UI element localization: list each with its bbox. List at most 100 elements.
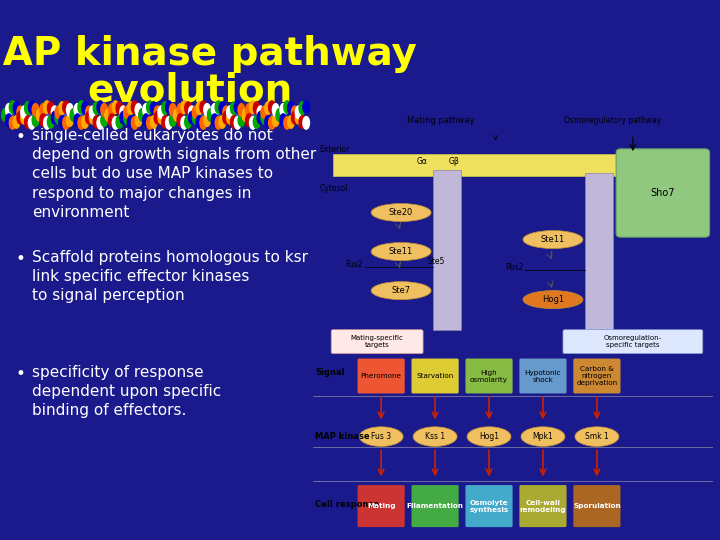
Text: Osmolyte
synthesis: Osmolyte synthesis xyxy=(469,500,508,512)
Ellipse shape xyxy=(165,116,173,130)
Ellipse shape xyxy=(233,107,243,123)
Ellipse shape xyxy=(43,100,51,114)
Text: MAP kinase pathway: MAP kinase pathway xyxy=(0,35,416,73)
Ellipse shape xyxy=(230,115,238,129)
Text: Carbon &
nitrogen
deprivation: Carbon & nitrogen deprivation xyxy=(576,366,618,386)
Ellipse shape xyxy=(291,111,299,125)
Ellipse shape xyxy=(467,427,511,447)
Ellipse shape xyxy=(199,116,207,130)
Ellipse shape xyxy=(32,113,40,127)
Ellipse shape xyxy=(58,101,66,115)
Ellipse shape xyxy=(92,101,101,115)
FancyBboxPatch shape xyxy=(412,359,459,394)
Ellipse shape xyxy=(298,115,307,129)
Ellipse shape xyxy=(66,103,74,117)
Ellipse shape xyxy=(302,100,310,114)
Ellipse shape xyxy=(142,103,150,117)
Text: Ste5: Ste5 xyxy=(427,256,444,266)
Ellipse shape xyxy=(233,116,242,130)
Text: specificity of response
dependent upon specific
binding of effectors.: specificity of response dependent upon s… xyxy=(32,365,221,418)
Ellipse shape xyxy=(62,100,70,114)
Ellipse shape xyxy=(146,100,154,114)
Ellipse shape xyxy=(180,116,188,130)
FancyBboxPatch shape xyxy=(465,485,513,527)
Ellipse shape xyxy=(138,107,148,123)
Ellipse shape xyxy=(150,101,158,115)
Ellipse shape xyxy=(298,101,307,115)
Ellipse shape xyxy=(55,105,63,119)
Text: Starvation: Starvation xyxy=(416,373,454,379)
Ellipse shape xyxy=(176,107,186,123)
Text: Osmoregulatory pathway: Osmoregulatory pathway xyxy=(564,117,662,125)
Ellipse shape xyxy=(184,115,192,129)
Ellipse shape xyxy=(62,116,70,130)
Ellipse shape xyxy=(252,107,262,123)
Ellipse shape xyxy=(142,113,150,127)
Ellipse shape xyxy=(371,242,431,261)
Ellipse shape xyxy=(276,108,284,122)
Ellipse shape xyxy=(24,101,32,115)
Ellipse shape xyxy=(192,105,199,119)
Text: Gβ: Gβ xyxy=(449,158,460,166)
Ellipse shape xyxy=(302,116,310,130)
Ellipse shape xyxy=(241,108,249,122)
Ellipse shape xyxy=(523,231,583,248)
Ellipse shape xyxy=(291,105,299,119)
Ellipse shape xyxy=(5,103,13,117)
Ellipse shape xyxy=(81,101,89,115)
Text: Filamentation: Filamentation xyxy=(407,503,464,509)
Ellipse shape xyxy=(226,105,234,119)
Ellipse shape xyxy=(157,105,166,119)
Ellipse shape xyxy=(70,108,78,122)
Ellipse shape xyxy=(176,113,184,127)
Ellipse shape xyxy=(20,105,28,119)
Ellipse shape xyxy=(260,105,269,119)
Ellipse shape xyxy=(96,116,104,130)
Ellipse shape xyxy=(1,108,9,122)
Ellipse shape xyxy=(371,282,431,300)
Ellipse shape xyxy=(100,113,108,127)
FancyBboxPatch shape xyxy=(519,485,567,527)
Text: Mating-specific
targets: Mating-specific targets xyxy=(351,335,404,348)
Text: Ste7: Ste7 xyxy=(392,286,410,295)
Ellipse shape xyxy=(249,116,257,130)
Ellipse shape xyxy=(168,113,176,127)
Ellipse shape xyxy=(92,115,101,129)
Ellipse shape xyxy=(195,115,204,129)
Ellipse shape xyxy=(218,115,226,129)
Ellipse shape xyxy=(157,111,166,125)
Ellipse shape xyxy=(55,111,63,125)
Ellipse shape xyxy=(73,113,81,127)
Ellipse shape xyxy=(222,105,230,119)
Ellipse shape xyxy=(138,108,146,122)
Ellipse shape xyxy=(256,105,264,119)
Ellipse shape xyxy=(130,100,139,114)
Ellipse shape xyxy=(279,113,287,127)
Ellipse shape xyxy=(127,101,135,115)
Text: •: • xyxy=(15,250,25,268)
FancyBboxPatch shape xyxy=(358,359,405,394)
Ellipse shape xyxy=(260,111,269,125)
Ellipse shape xyxy=(264,101,272,115)
FancyBboxPatch shape xyxy=(573,359,621,394)
Ellipse shape xyxy=(214,107,224,123)
FancyBboxPatch shape xyxy=(412,485,459,527)
Text: Mating pathway: Mating pathway xyxy=(408,117,474,125)
Ellipse shape xyxy=(104,108,112,122)
Ellipse shape xyxy=(12,101,20,115)
Ellipse shape xyxy=(203,103,211,117)
Ellipse shape xyxy=(47,101,55,115)
Ellipse shape xyxy=(112,116,120,130)
Ellipse shape xyxy=(153,105,161,119)
Ellipse shape xyxy=(211,113,219,127)
Text: Sho7: Sho7 xyxy=(651,188,675,198)
Ellipse shape xyxy=(199,100,207,114)
Text: Smk 1: Smk 1 xyxy=(585,432,609,441)
Ellipse shape xyxy=(17,105,24,119)
Ellipse shape xyxy=(23,107,33,123)
Text: Sporulation: Sporulation xyxy=(573,503,621,509)
Text: evolution: evolution xyxy=(87,72,292,110)
Ellipse shape xyxy=(50,111,58,125)
Bar xyxy=(433,171,461,329)
Ellipse shape xyxy=(222,111,230,125)
